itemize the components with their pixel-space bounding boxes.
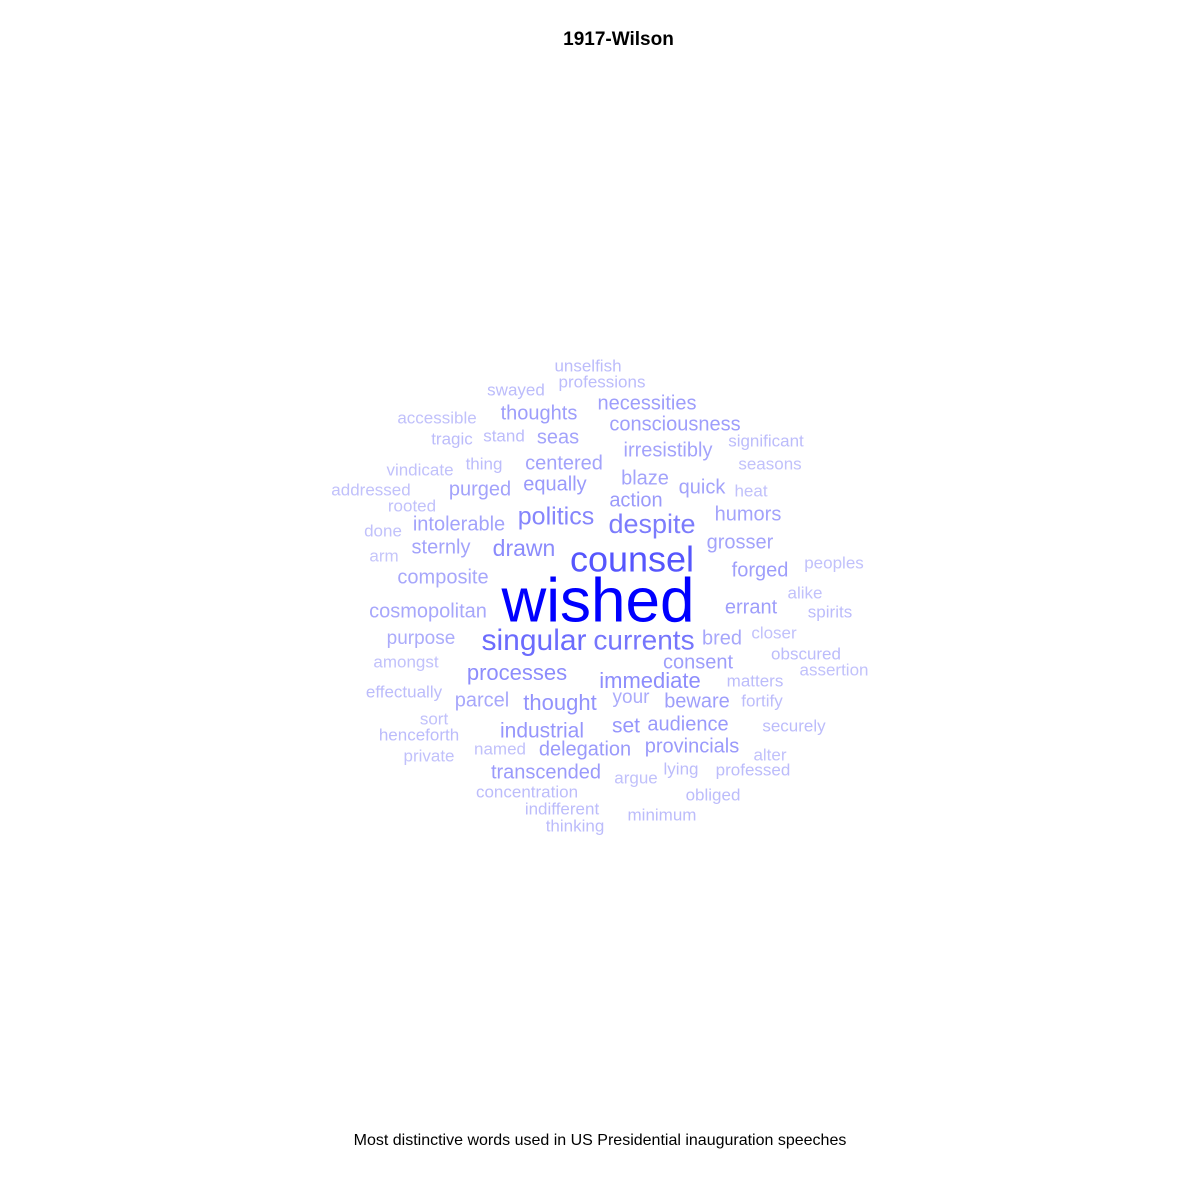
cloud-word-immediate: immediate bbox=[599, 668, 700, 693]
cloud-word-henceforth: henceforth bbox=[379, 725, 459, 744]
cloud-word-humors: humors bbox=[715, 503, 782, 525]
cloud-word-set: set bbox=[612, 715, 640, 738]
cloud-word-consciousness: consciousness bbox=[609, 413, 740, 435]
cloud-word-purpose: purpose bbox=[387, 628, 456, 649]
cloud-word-peoples: peoples bbox=[804, 553, 864, 572]
chart-caption: Most distinctive words used in US Presid… bbox=[353, 1132, 847, 1149]
cloud-word-thought: thought bbox=[523, 690, 596, 715]
cloud-word-obliged: obliged bbox=[686, 785, 741, 804]
cloud-word-errant: errant bbox=[725, 596, 778, 618]
cloud-word-transcended: transcended bbox=[491, 761, 601, 783]
cloud-word-professed: professed bbox=[716, 760, 791, 779]
cloud-word-effectually: effectually bbox=[366, 682, 443, 701]
cloud-word-alter: alter bbox=[753, 745, 786, 764]
cloud-word-significant: significant bbox=[728, 431, 804, 450]
cloud-word-thing: thing bbox=[466, 454, 503, 473]
cloud-word-unselfish: unselfish bbox=[554, 356, 621, 375]
cloud-word-centered: centered bbox=[525, 452, 603, 474]
cloud-word-accessible: accessible bbox=[397, 408, 476, 427]
cloud-word-thoughts: thoughts bbox=[501, 402, 578, 424]
cloud-word-amongst: amongst bbox=[373, 652, 438, 671]
cloud-word-seasons: seasons bbox=[738, 454, 801, 473]
cloud-word-bred: bred bbox=[702, 627, 742, 649]
cloud-word-minimum: minimum bbox=[628, 805, 697, 824]
cloud-word-drawn: drawn bbox=[493, 535, 556, 561]
cloud-word-provincials: provincials bbox=[645, 735, 739, 757]
cloud-word-done: done bbox=[364, 521, 402, 540]
cloud-word-necessities: necessities bbox=[598, 392, 697, 414]
cloud-word-intolerable: intolerable bbox=[413, 513, 505, 535]
cloud-word-industrial: industrial bbox=[500, 720, 584, 743]
cloud-word-purged: purged bbox=[449, 478, 511, 500]
cloud-word-arm: arm bbox=[369, 546, 398, 565]
cloud-word-tragic: tragic bbox=[431, 429, 473, 448]
cloud-word-audience: audience bbox=[647, 713, 728, 735]
cloud-word-securely: securely bbox=[762, 716, 826, 735]
cloud-word-professions: professions bbox=[559, 372, 646, 391]
cloud-word-obscured: obscured bbox=[771, 644, 841, 663]
cloud-word-irresistibly: irresistibly bbox=[624, 439, 713, 461]
cloud-word-named: named bbox=[474, 739, 526, 758]
cloud-word-swayed: swayed bbox=[487, 380, 545, 399]
cloud-word-seas: seas bbox=[537, 426, 579, 448]
cloud-word-alike: alike bbox=[788, 583, 823, 602]
cloud-word-your: your bbox=[613, 687, 651, 708]
cloud-word-indifferent: indifferent bbox=[525, 799, 600, 818]
cloud-word-concentration: concentration bbox=[476, 782, 578, 801]
cloud-word-addressed: addressed bbox=[331, 480, 410, 499]
cloud-word-grosser: grosser bbox=[707, 531, 774, 553]
cloud-word-rooted: rooted bbox=[388, 496, 436, 515]
cloud-word-despite: despite bbox=[608, 509, 695, 539]
cloud-word-parcel: parcel bbox=[455, 689, 509, 711]
cloud-word-argue: argue bbox=[614, 768, 657, 787]
cloud-word-closer: closer bbox=[751, 623, 797, 642]
cloud-word-blaze: blaze bbox=[621, 467, 669, 489]
cloud-word-private: private bbox=[403, 746, 454, 765]
cloud-word-sternly: sternly bbox=[412, 536, 471, 558]
cloud-word-quick: quick bbox=[679, 476, 727, 498]
cloud-word-singular: singular bbox=[481, 624, 586, 657]
cloud-word-processes: processes bbox=[467, 660, 567, 685]
cloud-word-matters: matters bbox=[727, 671, 784, 690]
cloud-word-stand: stand bbox=[483, 426, 525, 445]
cloud-word-consent: consent bbox=[663, 651, 733, 673]
cloud-word-politics: politics bbox=[518, 503, 594, 531]
cloud-word-spirits: spirits bbox=[808, 602, 852, 621]
cloud-word-fortify: fortify bbox=[741, 691, 783, 710]
cloud-word-delegation: delegation bbox=[539, 738, 631, 760]
cloud-word-lying: lying bbox=[664, 759, 699, 778]
cloud-word-equally: equally bbox=[523, 473, 586, 495]
cloud-word-assertion: assertion bbox=[800, 660, 869, 679]
cloud-word-action: action bbox=[609, 489, 662, 511]
cloud-word-sort: sort bbox=[420, 709, 449, 728]
cloud-word-wished: wished bbox=[501, 566, 695, 635]
cloud-word-forged: forged bbox=[732, 559, 789, 581]
cloud-word-currents: currents bbox=[593, 624, 694, 655]
cloud-word-heat: heat bbox=[734, 481, 767, 500]
cloud-word-beware: beware bbox=[664, 690, 730, 712]
cloud-word-vindicate: vindicate bbox=[386, 460, 453, 479]
cloud-word-composite: composite bbox=[397, 566, 488, 588]
cloud-word-cosmopolitan: cosmopolitan bbox=[369, 600, 487, 622]
cloud-word-counsel: counsel bbox=[570, 539, 694, 580]
chart-title: 1917-Wilson bbox=[563, 29, 674, 50]
cloud-word-thinking: thinking bbox=[546, 816, 605, 835]
